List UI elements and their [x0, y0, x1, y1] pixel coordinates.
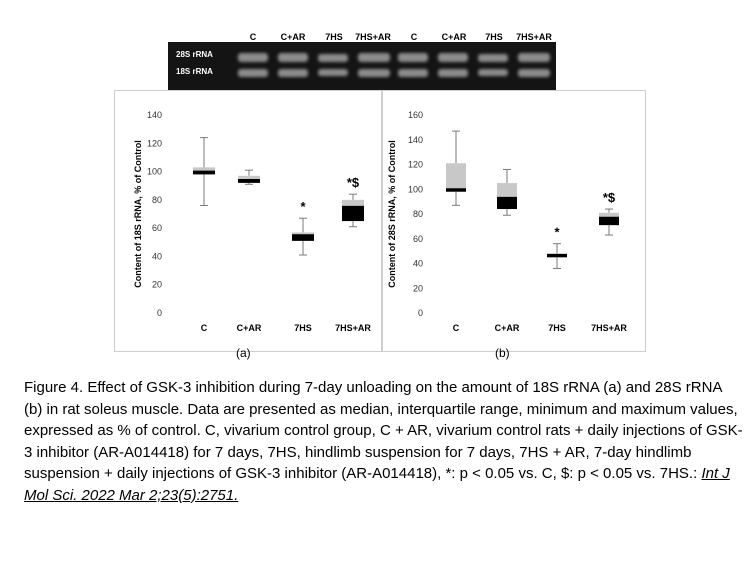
- x-category-label: C: [453, 323, 460, 333]
- gel-bands: [238, 53, 550, 77]
- gel-image: [168, 42, 556, 90]
- gel-lane-label: C+AR: [280, 32, 306, 42]
- gel-lane-label: C+AR: [441, 32, 467, 42]
- box-upper: [292, 232, 314, 236]
- y-tick-label: 20: [152, 280, 162, 290]
- box-upper: [446, 163, 466, 190]
- box-upper: [238, 175, 260, 181]
- gel-lane-label: 7HS: [485, 32, 503, 42]
- panel-label-a: (a): [236, 346, 251, 360]
- figure: C C+AR 7HS 7HS+AR C C+AR 7HS 7HS+AR: [114, 32, 646, 360]
- box-lower: [547, 254, 567, 258]
- gel-lane-label: 7HS+AR: [355, 32, 391, 42]
- band-label-18s: 18S rRNA: [176, 67, 213, 76]
- chart-b-svg: Content of 28S rRNA, % of Control 0 20 40 60…: [387, 110, 627, 333]
- x-category-label: C+AR: [495, 323, 520, 333]
- y-tick-label: 120: [408, 160, 423, 170]
- chart-panel-b: Content of 28S rRNA, % of Control 0 20 40 60…: [382, 90, 646, 352]
- box-lower: [497, 197, 517, 210]
- y-axis-label: Content of 28S rRNA, % of Control: [387, 140, 397, 288]
- chart-a-svg: Content of 18S rRNA, % of Control 0 20 40 60…: [133, 110, 371, 333]
- figure-caption: Figure 4. Effect of GSK-3 inhibition dur…: [24, 377, 744, 506]
- chart-panel-a: Content of 18S rRNA, % of Control 0 20 40 60…: [114, 90, 382, 352]
- gel-lane-label: C: [249, 32, 257, 42]
- y-axis-label: Content of 18S rRNA, % of Control: [133, 140, 143, 288]
- box-upper: [193, 167, 215, 172]
- y-tick-label: 60: [152, 223, 162, 233]
- y-tick-label: 140: [408, 135, 423, 145]
- box-upper: [497, 183, 517, 198]
- band-label-28s: 28S rRNA: [176, 50, 213, 59]
- y-tick-label: 160: [408, 110, 423, 120]
- x-category-label: 7HS+AR: [591, 323, 627, 333]
- x-category-label: C: [201, 323, 208, 333]
- box-lower: [193, 171, 215, 175]
- y-tick-label: 20: [413, 283, 423, 293]
- x-category-label: 7HS: [548, 323, 566, 333]
- significance-label: *$: [603, 190, 616, 205]
- caption-text: Figure 4. Effect of GSK-3 inhibition dur…: [24, 379, 743, 482]
- y-tick-label: 0: [418, 308, 423, 318]
- y-tick-label: 80: [152, 195, 162, 205]
- box-upper: [599, 212, 619, 218]
- caption-source-link[interactable]: Int J Mol Sci. 2022 Mar 2;23(5):2751.: [24, 465, 730, 504]
- y-tick-label: 80: [413, 209, 423, 219]
- significance-label: *: [300, 199, 306, 214]
- box-lower: [292, 235, 314, 241]
- box-lower: [446, 189, 466, 192]
- y-tick-label: 40: [152, 251, 162, 261]
- x-category-label: 7HS+AR: [335, 323, 371, 333]
- x-category-label: 7HS: [294, 323, 312, 333]
- y-tick-label: 120: [147, 138, 162, 148]
- y-tick-label: 40: [413, 259, 423, 269]
- gel-lane-label: C: [410, 32, 418, 42]
- box-lower: [342, 206, 364, 222]
- gel-lane-label: 7HS+AR: [516, 32, 552, 42]
- y-tick-label: 100: [147, 167, 162, 177]
- x-category-label: C+AR: [237, 323, 262, 333]
- box-lower: [599, 217, 619, 226]
- gel-lane-label: 7HS: [325, 32, 343, 42]
- significance-label: *: [554, 225, 560, 240]
- box-lower: [238, 180, 260, 183]
- y-tick-label: 100: [408, 184, 423, 194]
- significance-label: *$: [347, 175, 360, 190]
- y-tick-label: 140: [147, 110, 162, 120]
- panel-label-b: (b): [495, 346, 510, 360]
- y-tick-label: 60: [413, 234, 423, 244]
- box-upper: [342, 199, 364, 207]
- y-tick-label: 0: [157, 308, 162, 318]
